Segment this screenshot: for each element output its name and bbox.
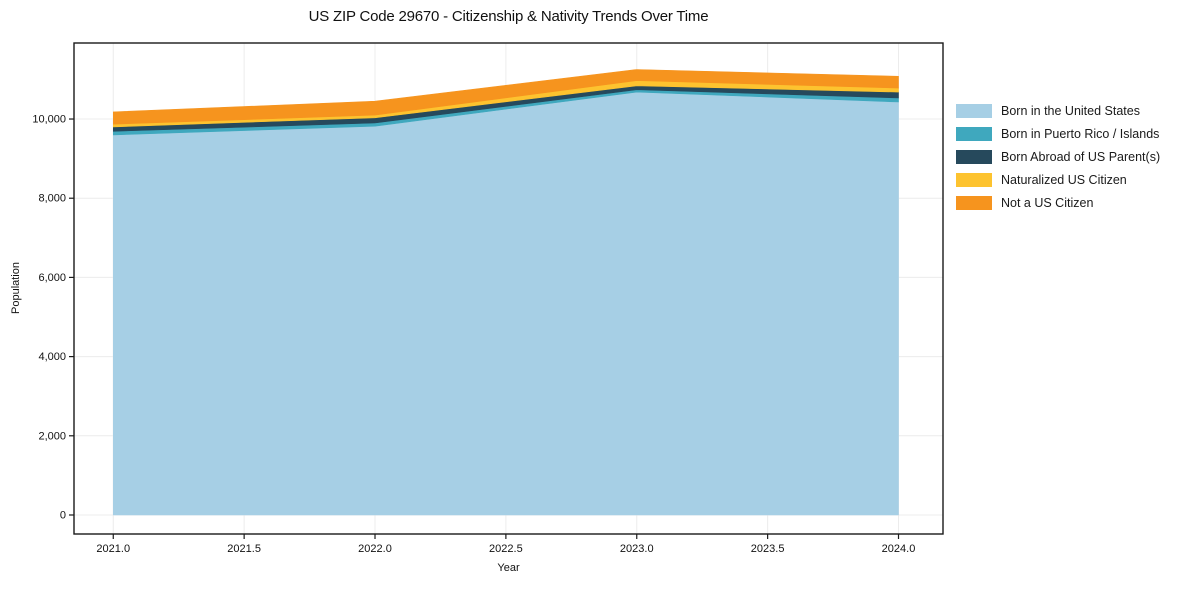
- legend: Born in the United States Born in Puerto …: [956, 104, 1160, 210]
- legend-item-1: Born in Puerto Rico / Islands: [956, 127, 1160, 141]
- y-tick-label: 10,000: [32, 114, 66, 126]
- legend-item-4: Not a US Citizen: [956, 196, 1160, 210]
- area-series-4: [113, 69, 899, 125]
- plot-frame: [73, 42, 944, 535]
- x-tick-label: 2024.0: [882, 543, 916, 555]
- x-tick-label: 2021.5: [227, 543, 261, 555]
- legend-swatch-2: [956, 150, 992, 164]
- legend-label-3: Naturalized US Citizen: [1001, 173, 1127, 187]
- legend-label-2: Born Abroad of US Parent(s): [1001, 150, 1161, 164]
- legend-item-0: Born in the United States: [956, 104, 1160, 118]
- legend-label-4: Not a US Citizen: [1001, 196, 1094, 210]
- legend-label-1: Born in Puerto Rico / Islands: [1001, 127, 1160, 141]
- legend-swatch-3: [956, 173, 992, 187]
- y-tick-label: 0: [60, 509, 66, 521]
- area-series-0: [113, 91, 899, 516]
- x-tick-label: 2022.0: [358, 543, 392, 555]
- x-tick-label: 2022.5: [489, 543, 523, 555]
- legend-item-3: Naturalized US Citizen: [956, 173, 1160, 187]
- x-tick-label: 2023.0: [620, 543, 654, 555]
- chart-title: US ZIP Code 29670 - Citizenship & Nativi…: [308, 8, 709, 25]
- legend-label-0: Born in the United States: [1001, 104, 1140, 118]
- y-axis-title-text: Population: [10, 262, 22, 314]
- legend-item-2: Born Abroad of US Parent(s): [956, 150, 1160, 164]
- x-axis-title: Year: [497, 562, 520, 574]
- y-tick-label: 4,000: [38, 351, 66, 363]
- legend-swatch-0: [956, 104, 992, 118]
- legend-swatch-4: [956, 196, 992, 210]
- y-tick-label: 8,000: [38, 193, 66, 205]
- legend-swatch-1: [956, 127, 992, 141]
- y-tick-label: 2,000: [38, 430, 66, 442]
- y-tick-label: 6,000: [38, 272, 66, 284]
- x-tick-label: 2021.0: [96, 543, 130, 555]
- x-tick-label: 2023.5: [751, 543, 785, 555]
